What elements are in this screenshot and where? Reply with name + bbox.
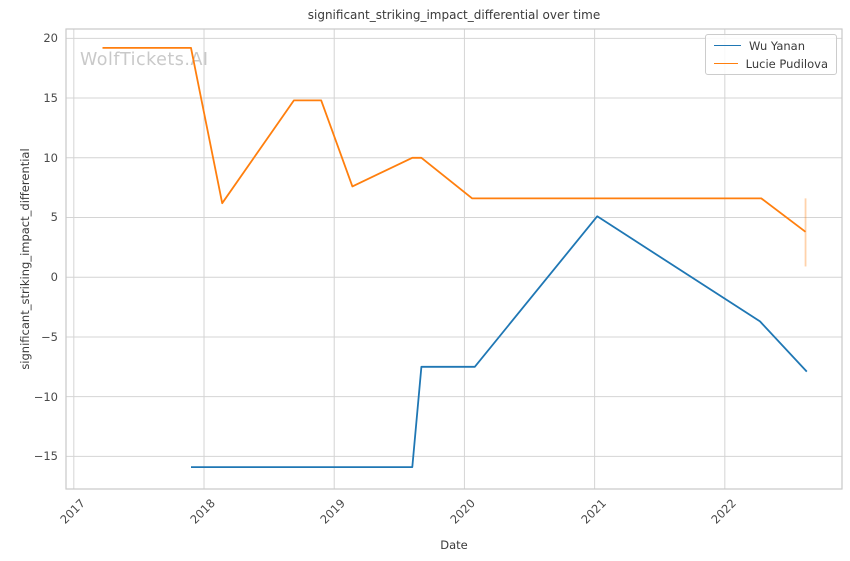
legend-label-wu-yanan: Wu Yanan — [749, 38, 806, 53]
legend-line-swatch-lucie-pudilova — [714, 63, 738, 64]
legend-item-lucie-pudilova: Lucie Pudilova — [714, 57, 828, 71]
x-axis-label: Date — [440, 538, 468, 552]
plot-area-border — [65, 28, 843, 490]
y-tick-label: −5 — [41, 329, 58, 344]
chart-title: significant_striking_impact_differential… — [307, 8, 601, 22]
legend-label-lucie-pudilova: Lucie Pudilova — [745, 56, 828, 71]
series-line-lucie-pudilova — [102, 47, 807, 233]
y-tick-label: 5 — [50, 210, 58, 225]
legend-item-wu-yanan: Wu Yanan — [714, 39, 828, 53]
y-tick-label: 20 — [43, 31, 58, 46]
y-tick-label: −15 — [33, 449, 58, 464]
y-tick-label: −10 — [33, 389, 58, 404]
legend-line-swatch-wu-yanan — [714, 45, 741, 46]
series-line-wu-yanan — [191, 215, 808, 469]
watermark: WolfTickets.AI — [80, 50, 209, 70]
y-tick-label: 10 — [43, 150, 58, 165]
legend: Wu Yanan Lucie Pudilova — [705, 34, 837, 75]
y-tick-label: 15 — [43, 91, 58, 106]
y-tick-label: 0 — [50, 270, 58, 285]
